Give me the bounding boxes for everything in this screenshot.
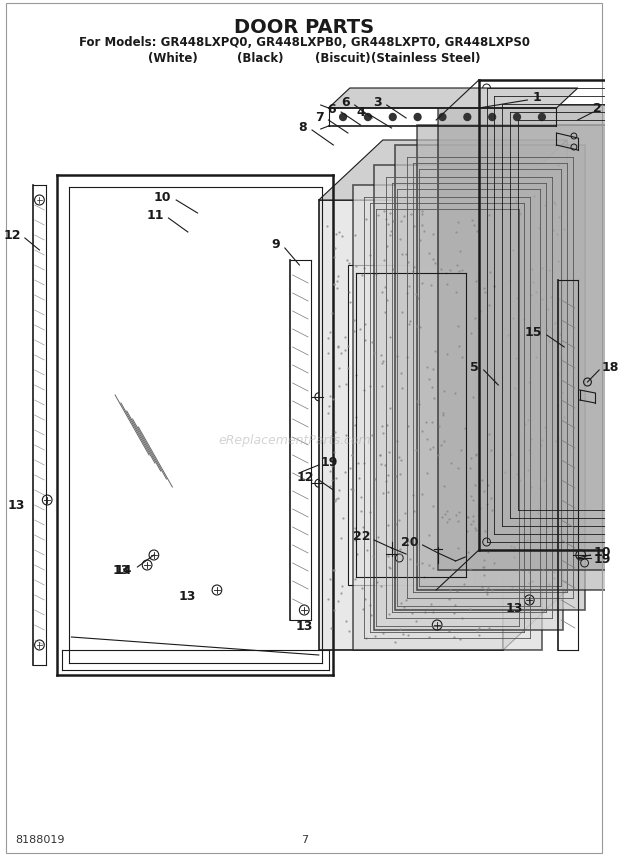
Text: 3: 3: [373, 96, 382, 109]
Bar: [319, 200, 503, 650]
Text: 13: 13: [505, 602, 523, 615]
Text: 20: 20: [401, 536, 418, 549]
Text: 10: 10: [593, 546, 611, 560]
Bar: [417, 125, 606, 590]
Circle shape: [439, 114, 446, 121]
Bar: [374, 165, 563, 630]
Bar: [396, 145, 585, 610]
Text: 13: 13: [178, 591, 196, 603]
Text: 1: 1: [532, 91, 541, 104]
Text: 22: 22: [353, 531, 370, 544]
Bar: [438, 105, 620, 570]
Text: 7: 7: [315, 110, 324, 123]
Bar: [348, 265, 474, 585]
Text: DOOR PARTS: DOOR PARTS: [234, 18, 374, 37]
Text: 8: 8: [299, 121, 307, 134]
Text: 13: 13: [7, 498, 25, 512]
Text: (Stainless Steel): (Stainless Steel): [371, 52, 480, 65]
Text: 8188019: 8188019: [15, 835, 64, 845]
Text: 9: 9: [272, 237, 280, 251]
Text: 6: 6: [341, 96, 350, 109]
Circle shape: [340, 114, 347, 121]
Text: 10: 10: [154, 191, 171, 204]
Text: 13: 13: [112, 563, 130, 576]
Text: 2: 2: [593, 102, 602, 115]
Polygon shape: [319, 140, 567, 200]
Text: (Biscuit): (Biscuit): [315, 52, 371, 65]
Circle shape: [513, 114, 520, 121]
Text: For Models: GR448LXPQ0, GR448LXPB0, GR448LXPT0, GR448LXPS0: For Models: GR448LXPQ0, GR448LXPB0, GR44…: [79, 36, 529, 49]
Text: 15: 15: [525, 325, 542, 338]
Text: 12: 12: [296, 471, 314, 484]
Circle shape: [489, 114, 495, 121]
Text: 13: 13: [296, 620, 313, 633]
Text: 14: 14: [115, 563, 133, 576]
Polygon shape: [329, 88, 578, 108]
Text: 7: 7: [301, 835, 308, 845]
Text: (White): (White): [148, 52, 198, 65]
Circle shape: [464, 114, 471, 121]
Polygon shape: [503, 140, 567, 650]
Text: 5: 5: [470, 360, 479, 373]
Text: 12: 12: [4, 229, 21, 241]
Text: 18: 18: [602, 360, 619, 373]
Circle shape: [414, 114, 421, 121]
Text: eReplacementParts.com: eReplacementParts.com: [218, 433, 371, 447]
Text: 19: 19: [321, 455, 338, 468]
Circle shape: [539, 114, 546, 121]
Circle shape: [389, 114, 396, 121]
Text: 19: 19: [593, 553, 611, 566]
Bar: [353, 185, 542, 650]
Circle shape: [365, 114, 371, 121]
Text: (Black): (Black): [237, 52, 284, 65]
Text: 11: 11: [146, 209, 164, 222]
Text: 4: 4: [356, 105, 365, 118]
Text: 6: 6: [327, 103, 336, 116]
